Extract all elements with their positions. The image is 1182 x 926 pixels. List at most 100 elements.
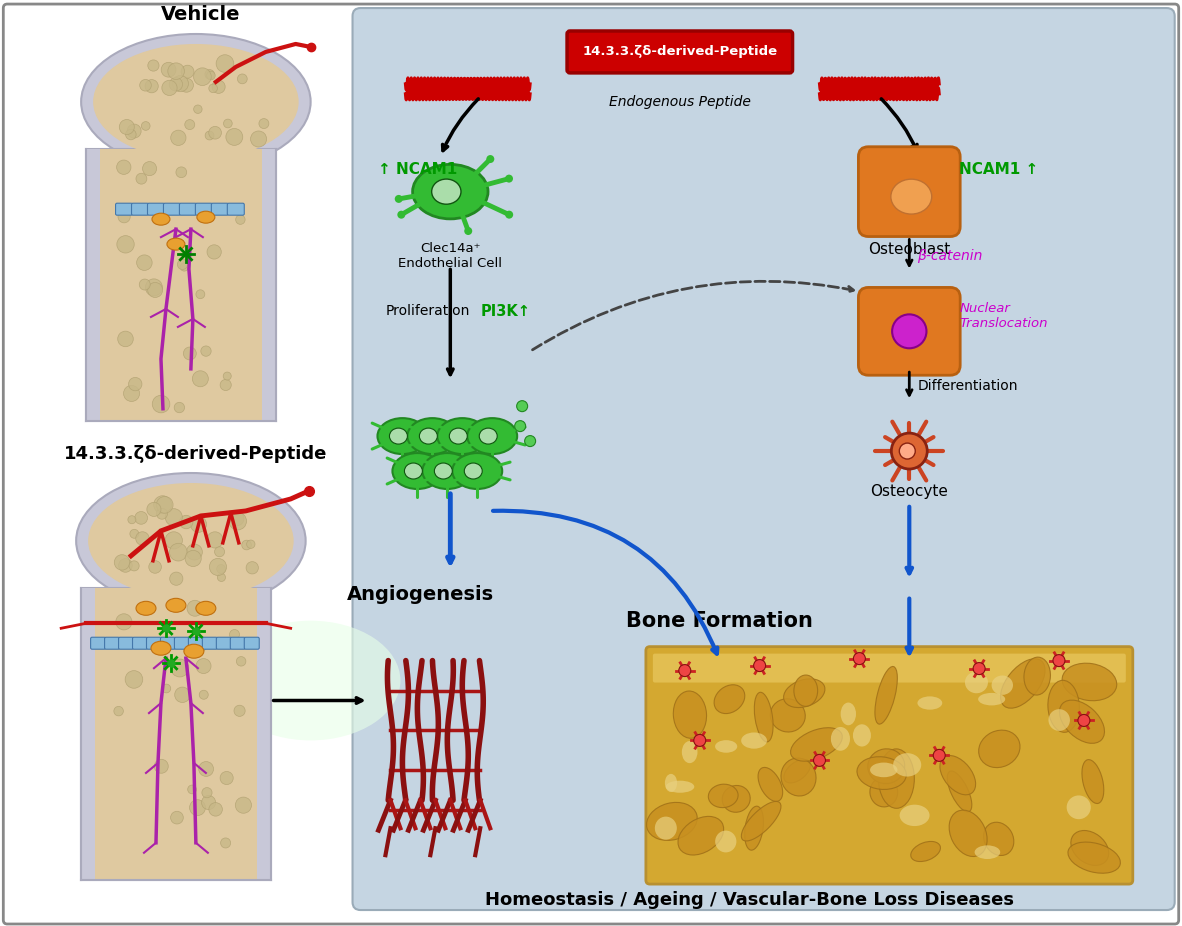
Ellipse shape: [784, 759, 811, 783]
Ellipse shape: [917, 696, 942, 709]
Ellipse shape: [949, 810, 987, 857]
Circle shape: [181, 65, 194, 78]
Circle shape: [189, 800, 206, 816]
Ellipse shape: [708, 784, 738, 807]
Circle shape: [207, 532, 223, 548]
Bar: [256, 588, 271, 880]
Circle shape: [148, 60, 160, 71]
Circle shape: [397, 211, 405, 219]
Circle shape: [204, 69, 214, 79]
Circle shape: [165, 508, 182, 526]
Circle shape: [678, 665, 690, 677]
Ellipse shape: [664, 774, 677, 792]
Ellipse shape: [853, 724, 871, 746]
Circle shape: [191, 638, 207, 653]
Ellipse shape: [965, 671, 988, 694]
FancyBboxPatch shape: [161, 637, 175, 649]
Circle shape: [853, 653, 865, 665]
Circle shape: [118, 210, 130, 223]
Text: Proliferation: Proliferation: [385, 305, 469, 319]
Text: Osteocyte: Osteocyte: [870, 484, 948, 499]
Text: Bone Formation: Bone Formation: [626, 611, 813, 631]
Circle shape: [171, 659, 189, 677]
FancyBboxPatch shape: [212, 203, 228, 215]
FancyBboxPatch shape: [195, 203, 213, 215]
Circle shape: [176, 167, 187, 178]
Ellipse shape: [715, 831, 736, 853]
Circle shape: [900, 443, 915, 459]
FancyBboxPatch shape: [227, 203, 245, 215]
Ellipse shape: [791, 728, 843, 761]
Bar: [82, 588, 271, 880]
Ellipse shape: [1071, 831, 1109, 866]
Text: Clec14a⁺
Endothelial Cell: Clec14a⁺ Endothelial Cell: [398, 242, 502, 269]
Circle shape: [236, 657, 246, 666]
Circle shape: [117, 235, 135, 253]
FancyBboxPatch shape: [188, 637, 203, 649]
Circle shape: [813, 755, 825, 767]
Ellipse shape: [413, 165, 488, 219]
Circle shape: [220, 380, 232, 391]
Circle shape: [187, 600, 203, 616]
Ellipse shape: [196, 601, 216, 615]
Circle shape: [162, 81, 177, 95]
Bar: [86, 149, 100, 421]
Circle shape: [229, 630, 240, 640]
Circle shape: [180, 515, 193, 529]
Bar: [82, 588, 95, 880]
Ellipse shape: [875, 667, 897, 724]
Circle shape: [209, 803, 222, 816]
Ellipse shape: [647, 803, 697, 841]
Text: Endogenous Peptide: Endogenous Peptide: [609, 94, 751, 109]
FancyBboxPatch shape: [230, 637, 246, 649]
Circle shape: [694, 734, 706, 746]
Ellipse shape: [983, 822, 1014, 856]
Circle shape: [118, 332, 134, 346]
Ellipse shape: [784, 679, 825, 707]
Ellipse shape: [940, 756, 975, 795]
Ellipse shape: [437, 419, 487, 454]
Bar: [261, 149, 275, 421]
Circle shape: [162, 684, 170, 693]
Circle shape: [235, 215, 245, 224]
Circle shape: [125, 130, 136, 140]
Text: NCAM1 ↑: NCAM1 ↑: [959, 162, 1039, 177]
Circle shape: [217, 573, 226, 582]
Text: Angiogenesis: Angiogenesis: [346, 584, 494, 604]
Circle shape: [973, 663, 985, 674]
Circle shape: [169, 544, 187, 561]
FancyBboxPatch shape: [858, 146, 960, 236]
FancyBboxPatch shape: [163, 203, 181, 215]
Circle shape: [154, 495, 171, 514]
Circle shape: [183, 347, 196, 360]
Circle shape: [139, 80, 151, 91]
Circle shape: [187, 544, 202, 560]
Circle shape: [130, 530, 138, 538]
Circle shape: [119, 119, 135, 134]
Circle shape: [525, 435, 535, 446]
Circle shape: [125, 670, 143, 688]
FancyBboxPatch shape: [180, 203, 196, 215]
Circle shape: [235, 797, 252, 813]
FancyBboxPatch shape: [132, 637, 148, 649]
FancyBboxPatch shape: [148, 203, 164, 215]
Circle shape: [147, 502, 161, 517]
Ellipse shape: [420, 428, 437, 444]
Ellipse shape: [678, 817, 723, 855]
Ellipse shape: [794, 675, 818, 707]
Circle shape: [1078, 715, 1090, 726]
FancyBboxPatch shape: [91, 637, 105, 649]
Circle shape: [206, 131, 214, 140]
Circle shape: [136, 532, 149, 545]
Ellipse shape: [1001, 658, 1045, 708]
FancyBboxPatch shape: [645, 646, 1132, 884]
Ellipse shape: [878, 749, 915, 808]
Circle shape: [135, 511, 148, 524]
Ellipse shape: [197, 211, 215, 223]
Ellipse shape: [758, 768, 782, 801]
Circle shape: [247, 540, 255, 548]
Circle shape: [209, 84, 217, 93]
Ellipse shape: [665, 781, 694, 793]
Circle shape: [505, 175, 513, 182]
Circle shape: [186, 550, 201, 567]
